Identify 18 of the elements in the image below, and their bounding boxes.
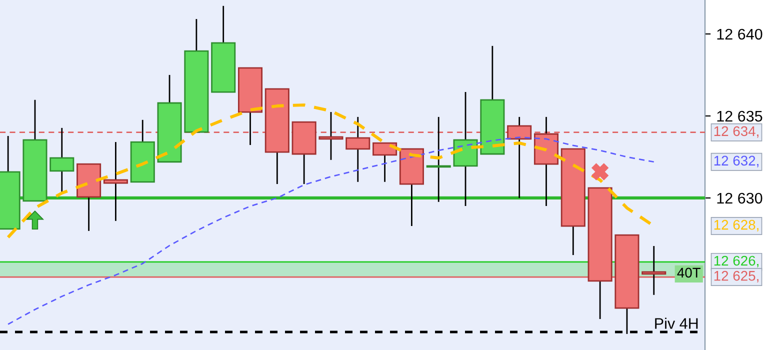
- ref-line-label: 12 634,: [714, 126, 758, 138]
- candlestick: [642, 245, 666, 296]
- y-tick-label: 12 635: [717, 110, 762, 122]
- y-tick-label: 12 630: [717, 192, 762, 204]
- candlestick: [346, 116, 370, 183]
- ref-line-label: Piv 4H: [655, 318, 698, 329]
- candlestick: [103, 141, 128, 222]
- text: 12 628,: [714, 220, 758, 232]
- text: 12 632,: [714, 156, 758, 168]
- candlestick: [372, 142, 398, 183]
- candlestick: [50, 127, 74, 193]
- ref-line-label: 12 625,: [714, 270, 758, 282]
- y-tick-label: 12 640: [717, 28, 762, 40]
- line-series: [7, 136, 655, 325]
- candlestick: [318, 111, 344, 161]
- ref-line-label: 12 626,: [714, 256, 758, 268]
- text: 40T: [677, 268, 701, 278]
- candlestick: [507, 116, 532, 199]
